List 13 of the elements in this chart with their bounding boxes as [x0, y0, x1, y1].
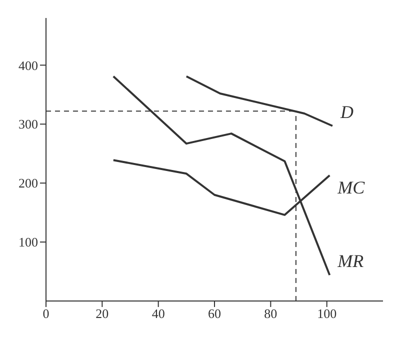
- x-tick-label: 100: [317, 306, 337, 322]
- series-label: MC: [336, 177, 366, 198]
- series-label: MR: [336, 251, 364, 272]
- x-tick-label: 0: [42, 306, 50, 322]
- y-tick-label: 200: [18, 176, 38, 191]
- x-tick-label: 40: [152, 306, 165, 322]
- series-label: D: [339, 102, 354, 122]
- x-tick-label: 80: [264, 306, 278, 322]
- y-tick-label: 100: [18, 234, 38, 250]
- y-tick-label: 300: [18, 116, 38, 132]
- x-tick-label: 60: [208, 306, 221, 322]
- y-tick-label: 400: [18, 58, 38, 73]
- x-tick-label: 20: [96, 306, 109, 322]
